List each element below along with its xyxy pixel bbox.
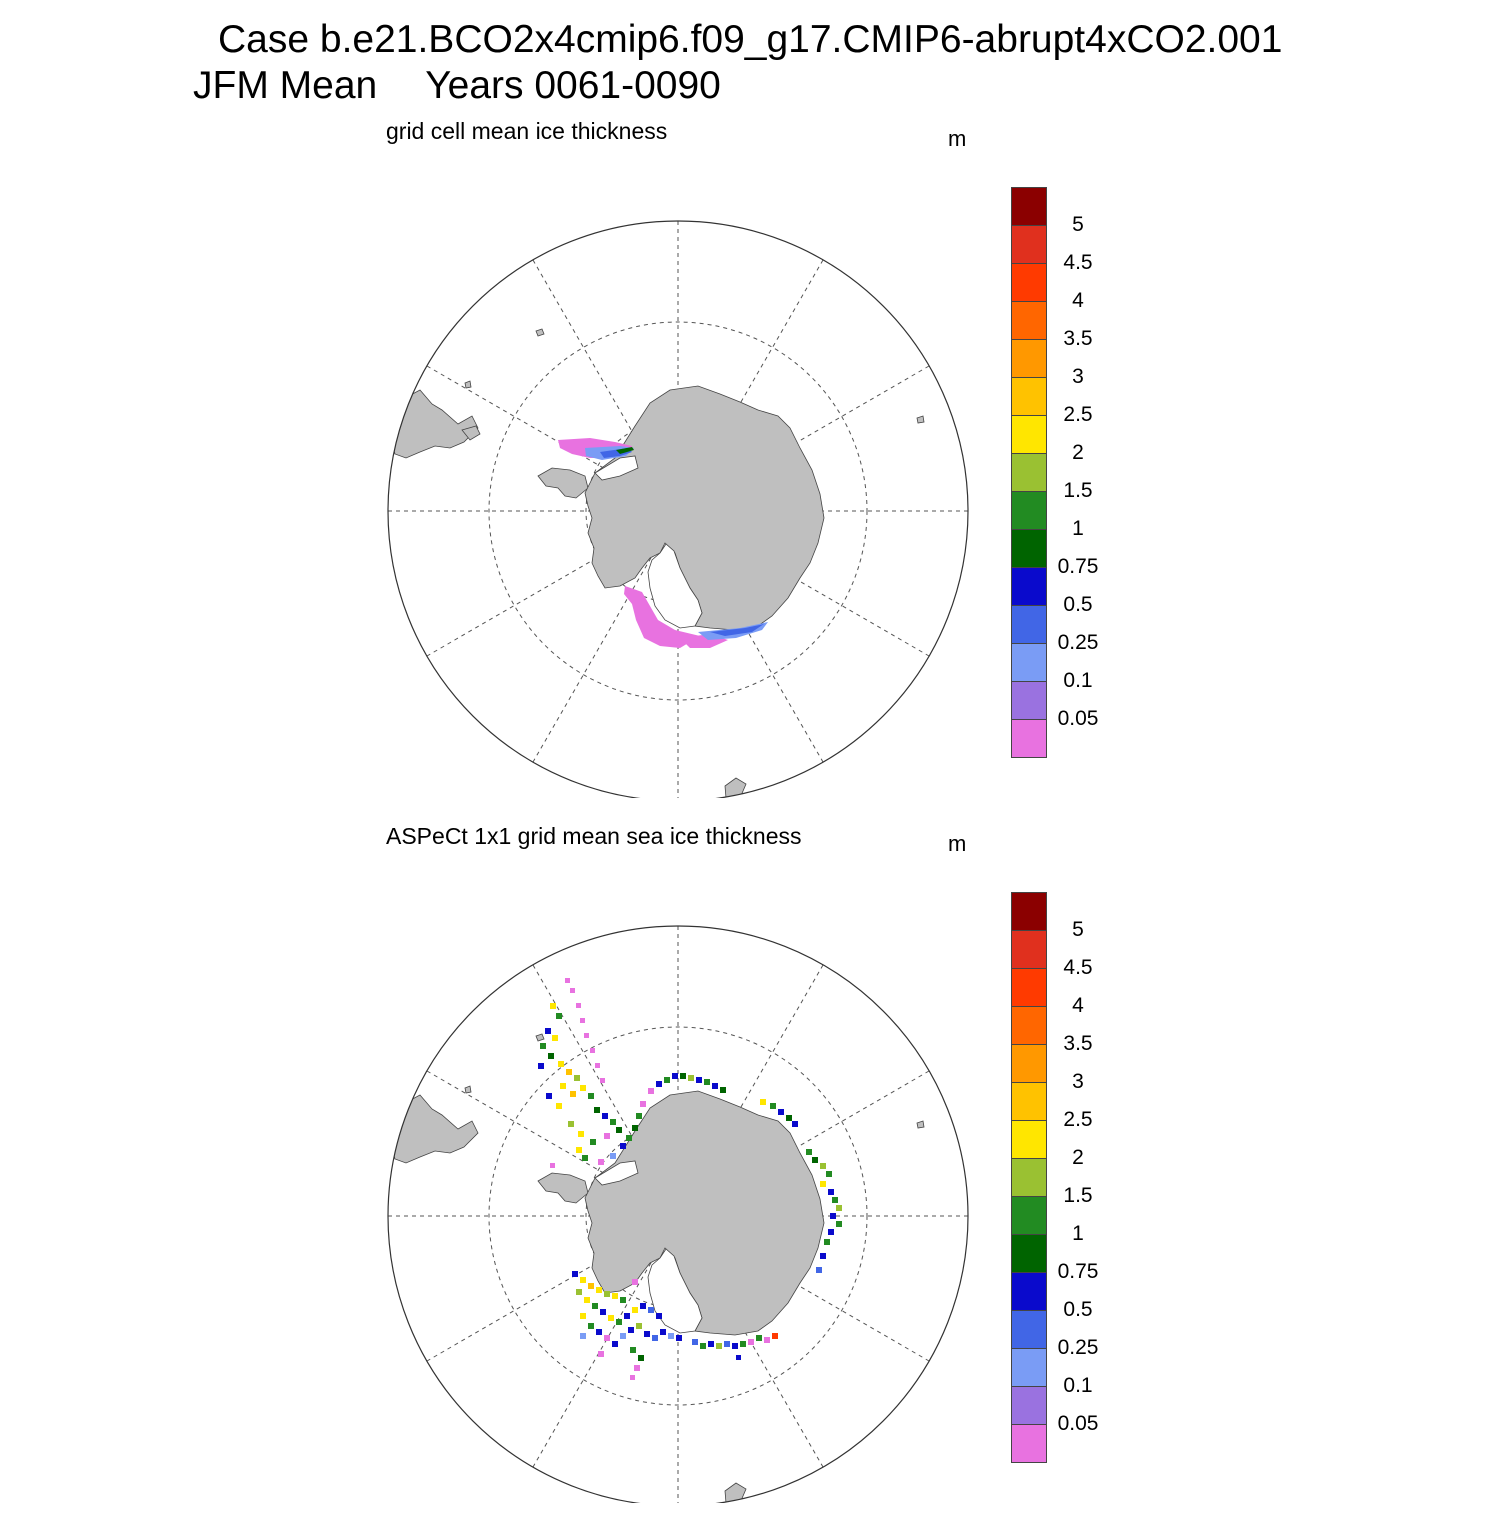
colorbar-label: 2 (1072, 1146, 1084, 1169)
tierra-del-fuego (461, 425, 481, 441)
colorbar-box-14 (1011, 225, 1047, 263)
colorbar-label: 4 (1072, 289, 1084, 312)
colorbar-label: 3.5 (1063, 1032, 1093, 1055)
south-america-landmass (389, 1094, 479, 1164)
colorbar-box-13 (1011, 263, 1047, 301)
colorbar-label: 2 (1072, 441, 1084, 464)
colorbar-box-14 (1011, 930, 1047, 968)
latitude-circle-60s (488, 321, 868, 701)
colorbar-box-3 (1011, 1348, 1047, 1386)
antarctica-landmass (584, 385, 825, 631)
colorbar-box-1 (1011, 1424, 1047, 1463)
colorbar (1011, 187, 1047, 758)
colorbar-label: 4.5 (1063, 956, 1093, 979)
case-title: Case b.e21.BCO2x4cmip6.f09_g17.CMIP6-abr… (218, 18, 1283, 61)
colorbar-box-9 (1011, 1120, 1047, 1158)
colorbar-box-11 (1011, 1044, 1047, 1082)
units-label: m (948, 831, 967, 856)
colorbar-label: 0.25 (1057, 631, 1099, 654)
ross-sea-ice (624, 586, 768, 648)
antarctic-peninsula (537, 1172, 589, 1204)
colorbar-box-13 (1011, 968, 1047, 1006)
season-label: JFM Mean (193, 64, 378, 107)
island-3 (916, 415, 925, 424)
island-2 (464, 380, 472, 389)
colorbar-box-8 (1011, 453, 1047, 491)
map-boundary (387, 220, 969, 798)
colorbar-label: 0.75 (1057, 555, 1099, 578)
colorbar-label: 2.5 (1063, 403, 1093, 426)
colorbar-box-1 (1011, 719, 1047, 758)
colorbar-box-4 (1011, 605, 1047, 643)
colorbar-box-12 (1011, 301, 1047, 339)
colorbar-label: 0.05 (1057, 1412, 1099, 1435)
colorbar-label: 1 (1072, 517, 1084, 540)
colorbar-label: 3.5 (1063, 327, 1093, 350)
colorbar-box-5 (1011, 1272, 1047, 1310)
colorbar-box-12 (1011, 1006, 1047, 1044)
map-boundary (387, 925, 969, 1503)
panel-title: grid cell mean ice thickness (386, 118, 668, 144)
ross-ice-shelf (647, 1248, 703, 1334)
colorbar-label: 0.5 (1063, 1298, 1093, 1321)
colorbar-box-5 (1011, 567, 1047, 605)
colorbar-label: 3 (1072, 365, 1084, 388)
colorbar-box-15 (1011, 187, 1047, 225)
island-1 (535, 1033, 545, 1042)
colorbar-label: 5 (1072, 213, 1084, 236)
colorbar-box-3 (1011, 643, 1047, 681)
colorbar-label: 0.1 (1063, 669, 1093, 692)
colorbar (1011, 892, 1047, 1463)
colorbar-label: 0.25 (1057, 1336, 1099, 1359)
colorbar-box-8 (1011, 1158, 1047, 1196)
ice-darkgreen-weddell (616, 447, 634, 454)
colorbar-label: 0.1 (1063, 1374, 1093, 1397)
colorbar-label: 2.5 (1063, 1108, 1093, 1131)
colorbar-box-7 (1011, 491, 1047, 529)
season-title: JFM Mean Years 0061-0090 (193, 64, 721, 108)
colorbar-label: 4 (1072, 994, 1084, 1017)
colorbar-box-15 (1011, 892, 1047, 930)
polar-stereographic-map (387, 220, 969, 798)
ice-blue-ross (710, 624, 764, 636)
colorbar-label: 4.5 (1063, 251, 1093, 274)
colorbar-box-7 (1011, 1196, 1047, 1234)
colorbar-box-2 (1011, 1386, 1047, 1424)
panel-aspect-ice-thickness: ASPeCt 1x1 grid mean sea ice thickness m (0, 823, 1500, 1528)
island-1 (535, 328, 545, 337)
panel-model-ice-thickness: grid cell mean ice thickness m (0, 118, 1500, 823)
colorbar-box-6 (1011, 1234, 1047, 1272)
colorbar-label: 5 (1072, 918, 1084, 941)
panel-title: ASPeCt 1x1 grid mean sea ice thickness (386, 823, 802, 849)
colorbar-box-9 (1011, 415, 1047, 453)
ross-ice-shelf (647, 543, 703, 629)
colorbar-label: 0.75 (1057, 1260, 1099, 1283)
south-america-landmass (389, 389, 479, 459)
colorbar-box-2 (1011, 681, 1047, 719)
island-4 (724, 777, 747, 798)
colorbar-label: 0.5 (1063, 593, 1093, 616)
colorbar-label: 1.5 (1063, 1184, 1093, 1207)
island-2 (464, 1085, 472, 1094)
colorbar-label: 1.5 (1063, 479, 1093, 502)
ice-pink-ross (624, 586, 700, 648)
weddell-ice-shelf (594, 1160, 639, 1186)
polar-stereographic-map (387, 925, 969, 1503)
colorbar-box-4 (1011, 1310, 1047, 1348)
colorbar-box-11 (1011, 339, 1047, 377)
colorbar-box-10 (1011, 1082, 1047, 1120)
units-label: m (948, 126, 967, 151)
colorbar-label: 1 (1072, 1222, 1084, 1245)
colorbar-box-6 (1011, 529, 1047, 567)
weddell-ice-shelf (594, 455, 639, 481)
colorbar-label: 3 (1072, 1070, 1084, 1093)
island-3 (916, 1120, 925, 1129)
weddell-sea-ice (558, 438, 634, 460)
colorbar-box-10 (1011, 377, 1047, 415)
years-label: Years 0061-0090 (425, 64, 721, 107)
antarctic-peninsula (537, 467, 589, 499)
latitude-circle-60s (488, 1026, 868, 1406)
colorbar-label: 0.05 (1057, 707, 1099, 730)
ship-observation-cells (538, 978, 842, 1380)
